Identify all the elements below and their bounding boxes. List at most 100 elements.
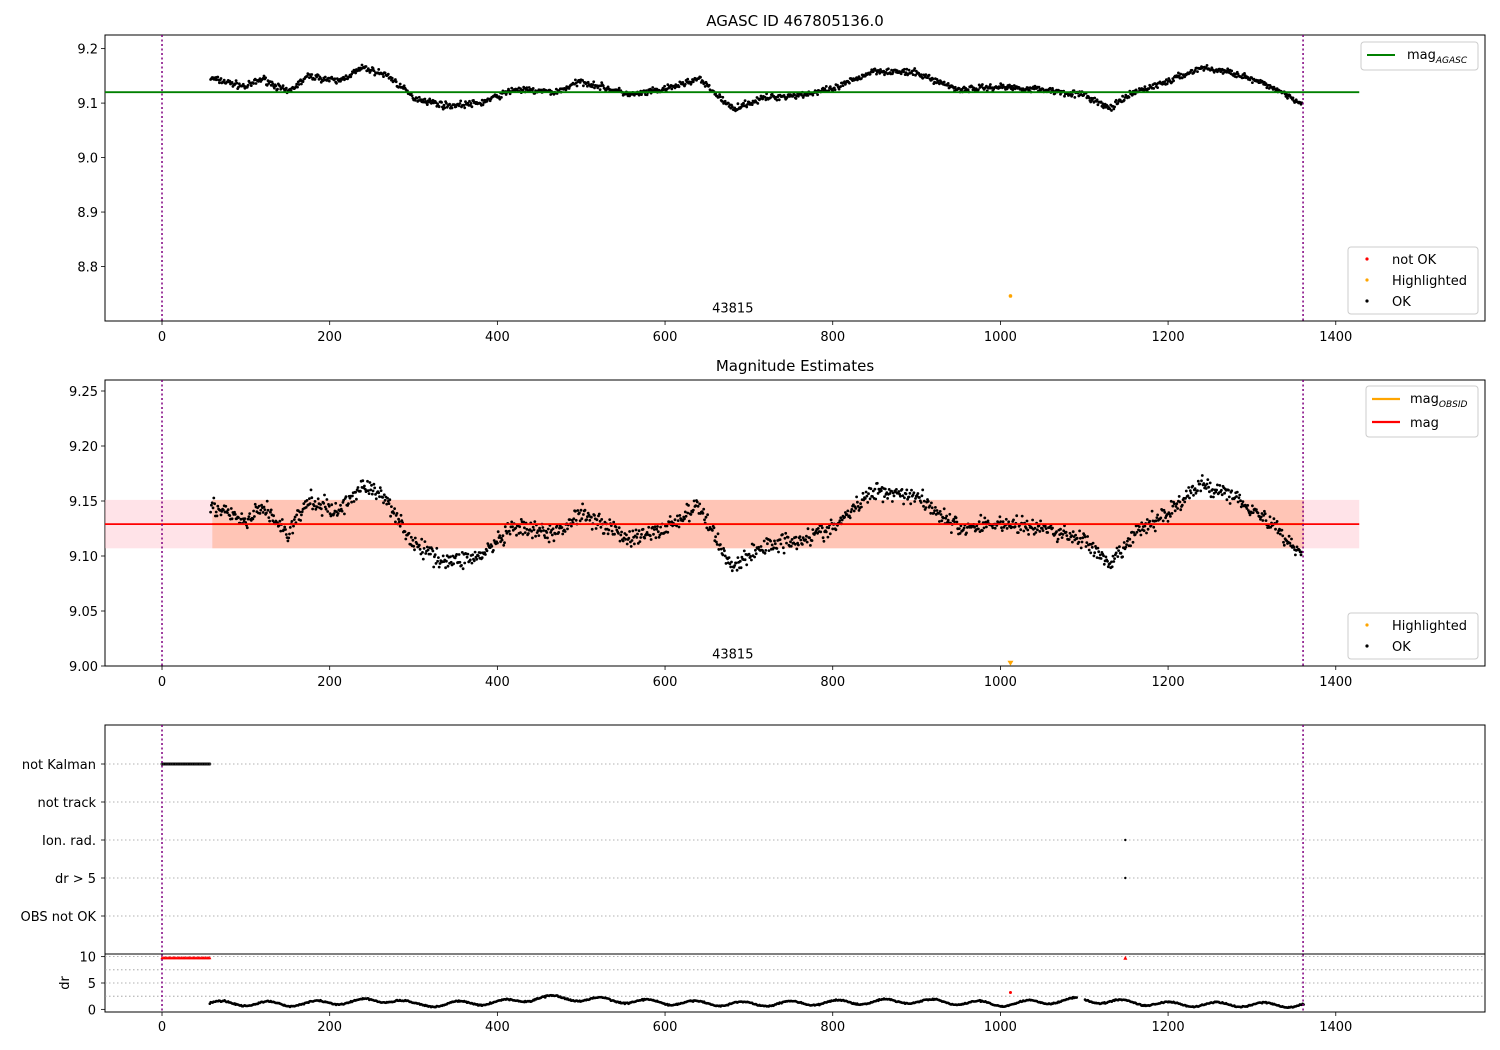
agasc-ok-point [833, 88, 837, 92]
magnitude-ok-point [545, 531, 549, 534]
magnitude-ok-point [1071, 540, 1074, 544]
agasc-ok-point [527, 86, 531, 89]
magnitude-ok-point [613, 532, 616, 536]
agasc-ok-point [531, 87, 535, 90]
magnitude-ok-point [1022, 529, 1026, 533]
magnitude-ok-point [777, 550, 780, 554]
magnitude-ok-point [1156, 513, 1159, 517]
magnitude-ok-point [310, 496, 314, 500]
magnitude-ok-point [617, 531, 620, 535]
agasc-ok-point [1114, 98, 1118, 102]
magnitude-ok-point [436, 559, 439, 563]
magnitude-ok-point [804, 538, 807, 541]
magnitude-ok-point [993, 526, 997, 530]
agasc-ok-point [666, 83, 670, 87]
agasc-ok-point [1230, 69, 1234, 73]
agasc-ok-point [714, 92, 717, 96]
flag-point [198, 762, 202, 766]
magnitude-ok-point [1075, 536, 1079, 540]
magnitude-ok-point [363, 484, 366, 488]
magnitude-ok-point [1092, 554, 1096, 558]
magnitude-ok-point [1119, 551, 1123, 555]
magnitude-ok-point [1159, 516, 1163, 520]
magnitude-ok-point [742, 549, 746, 553]
magnitude-ok-point [259, 508, 263, 512]
magnitude-ok-point [1117, 549, 1120, 552]
agasc-ok-point [1127, 95, 1131, 99]
magnitude-ok-point [852, 503, 855, 507]
magnitude-ok-point [519, 531, 522, 534]
agasc-ok-point [1113, 105, 1116, 109]
magnitude-ok-point [906, 497, 909, 501]
agasc-ok-point [1248, 78, 1252, 82]
magnitude-ok-point [958, 532, 962, 535]
magnitude-ok-point [371, 489, 375, 493]
magnitude-ok-point [1024, 526, 1028, 530]
magnitude-ok-point [908, 491, 912, 495]
magnitude-ok-point [738, 559, 742, 563]
magnitude-ok-point [779, 542, 783, 546]
magnitude-ok-point [581, 502, 584, 506]
magnitude-ok-point [593, 514, 596, 517]
magnitude-ok-point [1256, 511, 1260, 515]
magnitude-ytick-label: 9.15 [69, 495, 98, 510]
magnitude-ok-point [1059, 527, 1062, 531]
magnitude-ok-point [441, 554, 445, 558]
magnitude-ok-point [652, 532, 655, 536]
agasc-ok-point [586, 80, 590, 84]
agasc-ok-point [927, 73, 931, 77]
magnitude-ok-point [1208, 481, 1212, 485]
magnitude-ok-point [1192, 493, 1195, 497]
magnitude-ok-point [1241, 500, 1245, 503]
magnitude-ok-point [316, 497, 320, 501]
agasc-ok-point [254, 82, 258, 85]
magnitude-ok-point [417, 543, 421, 547]
magnitude-xtick-label: 0 [158, 675, 166, 690]
magnitude-ok-point [1239, 499, 1242, 503]
magnitude-ok-point [1025, 519, 1029, 523]
agasc-ok-point [726, 101, 730, 105]
magnitude-ok-point [551, 527, 555, 531]
agasc-ok-point [500, 96, 503, 99]
flags-panel: dr not Kalman not track Ion. rad. dr > 5 OBS… [21, 724, 1486, 1035]
magnitude-ok-point [1148, 519, 1152, 523]
flag-row-label: dr > 5 [55, 872, 96, 887]
magnitude-ok-point [895, 488, 898, 491]
magnitude-ok-point [514, 526, 518, 530]
magnitude-ok-point [1235, 495, 1238, 498]
magnitude-ok-point [1187, 486, 1191, 489]
magnitude-ytick-label: 9.05 [69, 605, 98, 620]
magnitude-ok-point [1211, 488, 1214, 491]
magnitude-ok-point [1288, 541, 1292, 545]
magnitude-ok-point [1238, 493, 1242, 497]
magnitude-ok-point [272, 514, 275, 518]
agasc-ok-point [1202, 69, 1206, 72]
magnitude-ok-point [1087, 548, 1091, 552]
magnitude-ok-point [715, 543, 719, 546]
magnitude-ok-point [852, 509, 856, 513]
magnitude-ok-point [233, 513, 237, 516]
magnitude-ok-point [1186, 494, 1190, 498]
magnitude-ok-point [383, 498, 387, 502]
magnitude-ok-point [794, 535, 798, 539]
agasc-ok-point [443, 106, 447, 110]
magnitude-ok-point [1098, 553, 1102, 557]
magnitude-ok-point [739, 566, 743, 570]
magnitude-ok-point [1033, 526, 1037, 530]
agasc-ok-point [450, 106, 454, 110]
magnitude-ok-point [838, 519, 842, 522]
agasc-ok-point [663, 84, 666, 88]
magnitude-ok-point [831, 527, 835, 531]
magnitude-ok-point [1044, 527, 1048, 530]
agasc-ok-point [1026, 86, 1030, 90]
magnitude-ok-point [519, 518, 523, 521]
agasc-ok-point [578, 81, 582, 84]
agasc-ok-point [765, 92, 768, 96]
magnitude-ok-point [298, 510, 302, 514]
magnitude-ok-point [1227, 495, 1231, 499]
magnitude-ok-point [600, 518, 604, 521]
magnitude-ok-point [790, 538, 794, 541]
magnitude-ok-point [1275, 520, 1279, 523]
magnitude-ok-point [522, 520, 526, 524]
magnitude-ok-point [798, 535, 802, 538]
